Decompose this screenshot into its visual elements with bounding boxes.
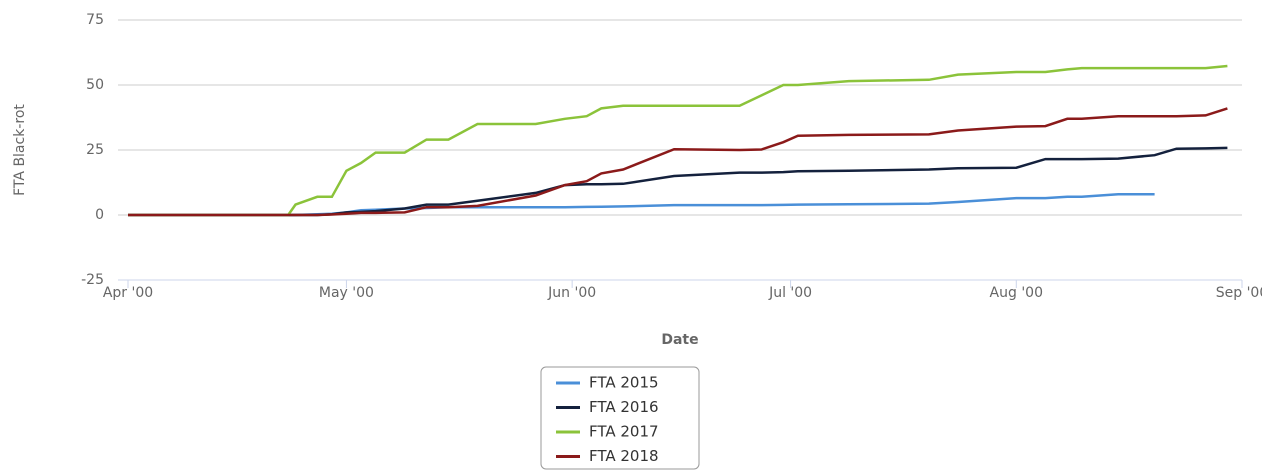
- legend-label: FTA 2015: [589, 374, 659, 392]
- y-tick-label: 25: [86, 142, 104, 158]
- x-tick-label: Aug '00: [990, 285, 1043, 301]
- legend-box: [540, 366, 700, 470]
- series-line: [128, 107, 1228, 217]
- series-line: [128, 192, 1155, 217]
- legend-label: FTA 2017: [589, 423, 659, 441]
- legend-label: FTA 2016: [589, 398, 659, 416]
- series-line: [128, 64, 1228, 217]
- y-axis-title: FTA Black-rot: [12, 104, 28, 196]
- legend: FTA 2015 FTA 2016 FTA 2017 FTA 2018: [556, 374, 659, 465]
- x-tick-label: Apr '00: [103, 285, 153, 301]
- legend-label: FTA 2018: [589, 447, 659, 465]
- x-tick-label: Jun '00: [547, 285, 596, 301]
- x-tick-label: May '00: [319, 285, 374, 301]
- x-axis-title: Date: [661, 332, 698, 348]
- x-tick-label: Jul '00: [768, 285, 812, 301]
- y-tick-label: 50: [86, 77, 104, 93]
- y-tick-label: 75: [86, 12, 104, 28]
- x-tick-label: Sep '00: [1216, 285, 1262, 301]
- y-tick-label: -25: [81, 272, 104, 288]
- y-tick-label: 0: [95, 207, 104, 223]
